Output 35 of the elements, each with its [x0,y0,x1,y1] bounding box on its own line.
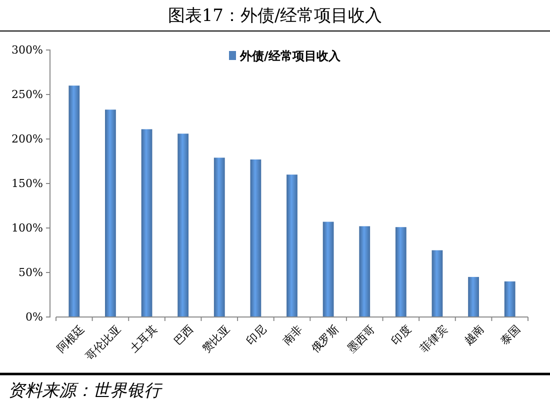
bar [468,276,479,317]
x-tick-label: 南非 [280,322,305,348]
y-tick-label: 50% [18,266,43,280]
x-tick-label: 哥伦比亚 [83,322,124,364]
bar [141,129,152,317]
text: 资料来源：世界银行 [8,381,163,401]
x-tick-label: 土耳其 [127,322,160,356]
y-tick-label: 150% [12,177,43,190]
bar [214,158,225,317]
x-tick-label: 巴西 [171,322,196,348]
x-tick-label: 赞比亚 [200,322,232,356]
y-tick-label: 200% [12,132,43,146]
bar [322,222,334,317]
legend-label: 外债/经常项目收入 [239,49,342,63]
x-tick-label: 俄罗斯 [308,322,342,356]
x-tick-label: 印度 [389,322,414,348]
y-tick-label: 300% [12,44,43,57]
bar [105,110,116,317]
bar [286,174,298,317]
bar [432,250,443,317]
bar [178,134,189,317]
bar [250,159,262,317]
x-tick-label: 越南 [462,322,487,348]
y-tick-label: 0% [26,310,43,324]
chart-title: 图表17：外债/经常项目收入 [168,6,382,26]
bar [68,86,80,317]
bar [395,227,406,317]
x-tick-label: 印尼 [244,322,269,348]
x-tick-label: 菲律宾 [418,322,450,356]
bar [504,281,516,317]
x-tick-label: 泰国 [498,322,523,348]
bar [359,226,370,317]
x-tick-label: 墨西哥 [345,322,378,356]
y-tick-label: 250% [12,88,43,102]
y-tick-label: 100% [12,222,43,235]
